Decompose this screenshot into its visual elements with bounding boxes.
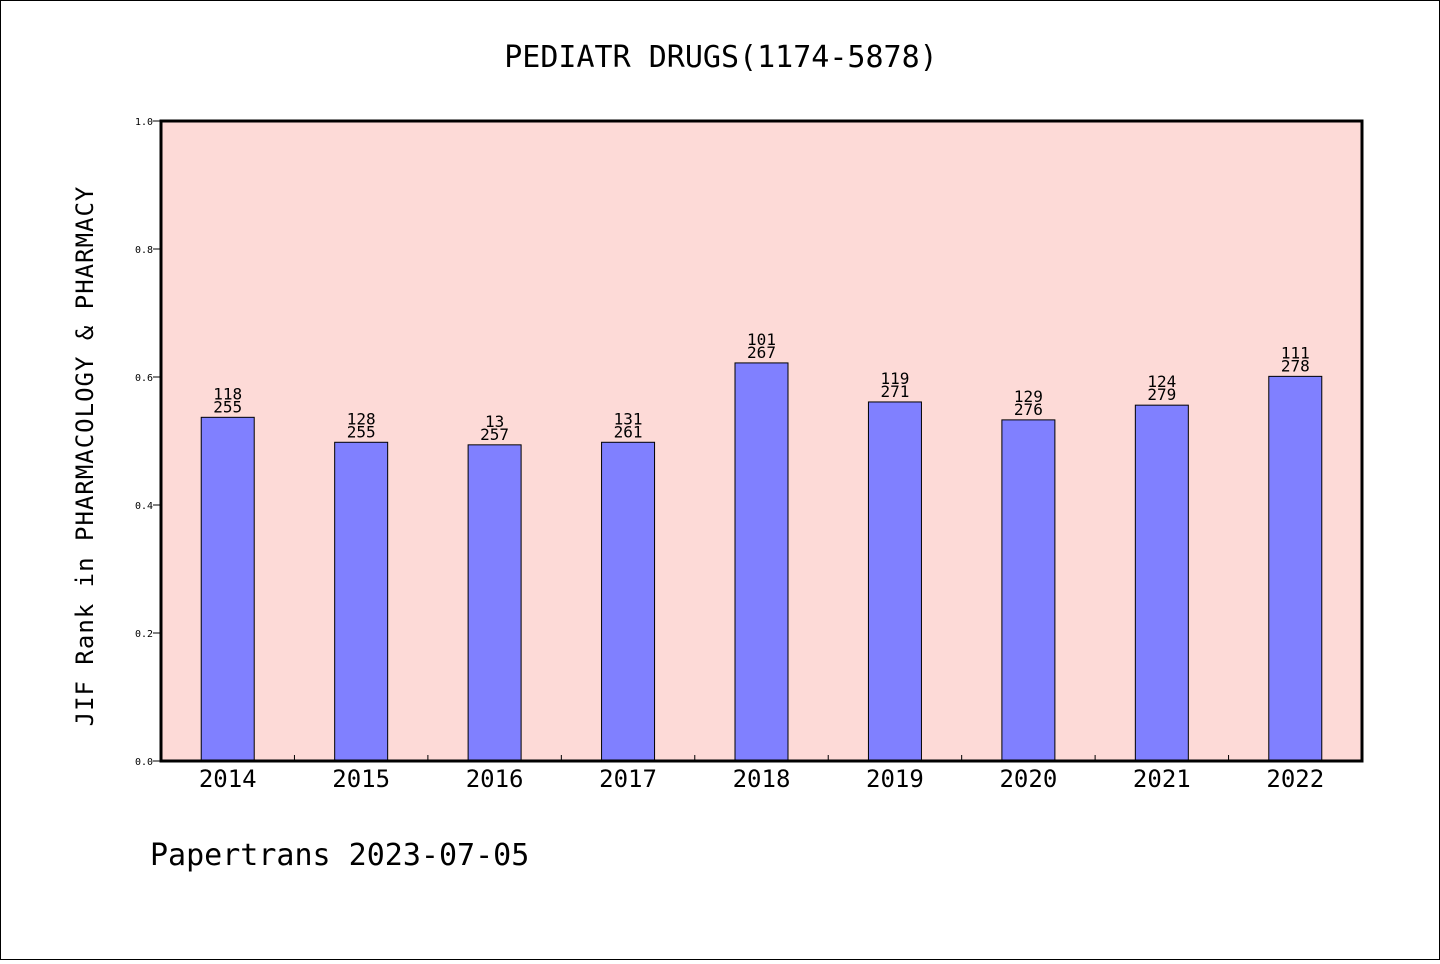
bar-2022 xyxy=(1268,375,1323,762)
bar-2018 xyxy=(734,362,789,762)
x-tick-label: 2020 xyxy=(999,765,1057,793)
bar-rank-label: 118 xyxy=(213,384,242,403)
bars-layer xyxy=(200,362,1323,762)
bar-labels-layer: 1182552014128255201513257201613126120171… xyxy=(199,330,1324,793)
bar-2014 xyxy=(200,416,255,762)
x-tick-label: 2016 xyxy=(466,765,524,793)
bar-total-label: 255 xyxy=(213,397,242,416)
bar-2017 xyxy=(601,441,656,762)
bar-rank-label: 131 xyxy=(614,409,643,428)
bar-rank-label: 124 xyxy=(1147,372,1176,391)
footer-text: Papertrans 2023-07-05 xyxy=(150,838,529,873)
bar-rank-label: 101 xyxy=(747,330,776,349)
bar-2021 xyxy=(1134,404,1189,762)
bar-2020 xyxy=(1001,419,1056,762)
y-tick-label: 1.0 xyxy=(135,117,153,128)
bar-2015 xyxy=(334,441,389,762)
bar-total-label: 261 xyxy=(614,422,643,441)
bar-total-label: 267 xyxy=(747,343,776,362)
bar-rank-label: 119 xyxy=(880,369,909,388)
bar-total-label: 276 xyxy=(1014,400,1043,419)
bar-total-label: 255 xyxy=(347,422,376,441)
y-tick-label: 0.8 xyxy=(135,245,153,256)
bar-rank-label: 129 xyxy=(1014,387,1043,406)
y-tick-label: 0.0 xyxy=(135,757,153,768)
bar-2019 xyxy=(867,401,922,762)
bar-total-label: 279 xyxy=(1147,385,1176,404)
x-tick-label: 2018 xyxy=(733,765,791,793)
x-tick-label: 2017 xyxy=(599,765,657,793)
plot-border xyxy=(159,119,1364,763)
bar-rank-label: 111 xyxy=(1281,343,1310,362)
x-tick-label: 2021 xyxy=(1133,765,1191,793)
x-tick-label: 2015 xyxy=(332,765,390,793)
bar-rank-label: 128 xyxy=(347,409,376,428)
y-tick-label: 0.2 xyxy=(135,629,153,640)
chart-title: PEDIATR DRUGS(1174-5878) xyxy=(504,40,937,75)
bar-2016 xyxy=(467,444,522,762)
x-tick-label: 2022 xyxy=(1266,765,1324,793)
x-tick-label: 2014 xyxy=(199,765,257,793)
y-tick-label: 0.4 xyxy=(135,501,153,512)
x-tick-label: 2019 xyxy=(866,765,924,793)
bar-total-label: 271 xyxy=(880,382,909,401)
bar-total-label: 278 xyxy=(1281,356,1310,375)
y-tick-label: 0.6 xyxy=(135,373,153,384)
y-axis-label: JIF Rank in PHARMACOLOGY & PHARMACY xyxy=(71,186,99,727)
bar-total-label: 257 xyxy=(480,425,509,444)
bar-rank-label: 13 xyxy=(485,412,504,431)
